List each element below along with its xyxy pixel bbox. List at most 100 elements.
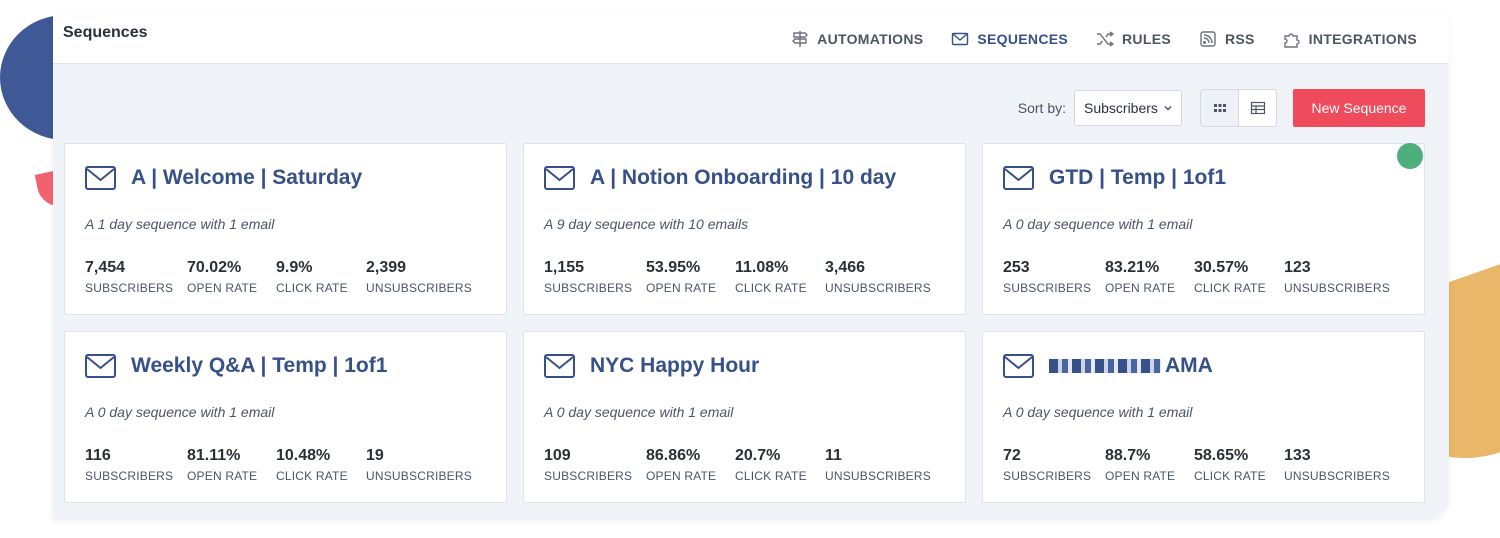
stat-open-rate: 83.21% OPEN RATE xyxy=(1105,259,1194,295)
stat-click-rate: 58.65% CLICK RATE xyxy=(1194,447,1284,483)
sequence-title[interactable]: A | Welcome | Saturday xyxy=(131,166,363,189)
stat-value: 1,155 xyxy=(544,259,585,276)
nav-integrations[interactable]: INTEGRATIONS xyxy=(1283,30,1417,48)
stat-click-rate: 20.7% CLICK RATE xyxy=(735,447,825,483)
nav-label: AUTOMATIONS xyxy=(817,30,924,47)
stat-label: UNSUBSCRIBERS xyxy=(825,469,931,483)
sequence-description: A 0 day sequence with 1 email xyxy=(544,404,734,420)
envelope-icon xyxy=(1003,166,1034,190)
stat-value: 3,466 xyxy=(825,259,866,276)
sequence-title[interactable]: GTD | Temp | 1of1 xyxy=(1049,166,1227,189)
stat-label: UNSUBSCRIBERS xyxy=(366,469,472,483)
stat-unsubscribers: 3,466 UNSUBSCRIBERS xyxy=(825,259,935,295)
sequences-app: Sequences AUTOMATIONS SEQUENCES RULES xyxy=(53,14,1449,520)
puzzle-icon xyxy=(1283,32,1300,48)
stat-label: CLICK RATE xyxy=(735,469,807,483)
grid-icon xyxy=(1213,104,1226,112)
page-title: Sequences xyxy=(63,24,148,41)
envelope-icon xyxy=(85,354,116,378)
envelope-icon xyxy=(952,32,969,45)
sequence-title[interactable]: Weekly Q&A | Temp | 1of1 xyxy=(131,354,388,377)
stat-label: CLICK RATE xyxy=(276,281,348,295)
stat-subscribers: 116 SUBSCRIBERS xyxy=(85,447,187,483)
stat-click-rate: 30.57% CLICK RATE xyxy=(1194,259,1284,295)
sort-dropdown[interactable]: Subscribers xyxy=(1074,90,1182,126)
nav-sequences[interactable]: SEQUENCES xyxy=(951,30,1068,48)
stat-label: UNSUBSCRIBERS xyxy=(1284,281,1390,295)
stat-label: UNSUBSCRIBERS xyxy=(825,281,931,295)
card-header: AMA xyxy=(1003,354,1213,378)
card-header: NYC Happy Hour xyxy=(544,354,759,378)
sequence-description: A 0 day sequence with 1 email xyxy=(85,404,275,420)
sort-label: Sort by: xyxy=(1017,100,1066,116)
stat-unsubscribers: 2,399 UNSUBSCRIBERS xyxy=(366,259,476,295)
sequence-description: A 9 day sequence with 10 emails xyxy=(544,216,749,232)
card-header: A | Welcome | Saturday xyxy=(85,166,362,190)
stat-label: SUBSCRIBERS xyxy=(1003,469,1092,483)
sequence-title[interactable]: NYC Happy Hour xyxy=(590,354,760,377)
stat-label: SUBSCRIBERS xyxy=(85,469,174,483)
nav-label: RULES xyxy=(1122,30,1171,47)
stat-open-rate: 86.86% OPEN RATE xyxy=(646,447,735,483)
stat-value: 20.7% xyxy=(735,447,781,464)
nav-rss[interactable]: RSS xyxy=(1199,30,1255,48)
stat-label: OPEN RATE xyxy=(187,469,258,483)
nav-automations[interactable]: AUTOMATIONS xyxy=(791,30,923,48)
stat-value: 11 xyxy=(825,447,842,464)
stat-open-rate: 81.11% OPEN RATE xyxy=(187,447,276,483)
nav-label: INTEGRATIONS xyxy=(1308,30,1417,47)
stat-value: 19 xyxy=(366,447,384,464)
stat-label: OPEN RATE xyxy=(187,281,258,295)
stat-value: 7,454 xyxy=(85,259,126,276)
stat-value: 2,399 xyxy=(366,259,407,276)
decorative-green-dot xyxy=(1397,143,1423,169)
stat-label: OPEN RATE xyxy=(646,281,717,295)
sequence-card[interactable]: GTD | Temp | 1of1 A 0 day sequence with … xyxy=(982,143,1425,315)
sequence-stats: 1,155 SUBSCRIBERS 53.95% OPEN RATE 11.08% C… xyxy=(544,259,935,295)
chevron-down-icon xyxy=(1164,106,1172,111)
table-view-button[interactable] xyxy=(1238,90,1276,126)
stat-unsubscribers: 19 UNSUBSCRIBERS xyxy=(366,447,476,483)
grid-view-button[interactable] xyxy=(1201,90,1238,126)
sequence-card[interactable]: A | Notion Onboarding | 10 day A 9 day s… xyxy=(523,143,966,315)
stat-click-rate: 10.48% CLICK RATE xyxy=(276,447,366,483)
sequence-title[interactable]: A | Notion Onboarding | 10 day xyxy=(590,166,897,189)
stat-value: 30.57% xyxy=(1194,259,1249,276)
stat-open-rate: 53.95% OPEN RATE xyxy=(646,259,735,295)
sequence-stats: 72 SUBSCRIBERS 88.7% OPEN RATE 58.65% CLICK… xyxy=(1003,447,1394,483)
sequence-description: A 0 day sequence with 1 email xyxy=(1003,404,1193,420)
stat-unsubscribers: 11 UNSUBSCRIBERS xyxy=(825,447,935,483)
new-sequence-button[interactable]: New Sequence xyxy=(1293,89,1425,127)
stat-subscribers: 72 SUBSCRIBERS xyxy=(1003,447,1105,483)
sequence-description: A 1 day sequence with 1 email xyxy=(85,216,275,232)
sequence-card[interactable]: AMA A 0 day sequence with 1 email 72 SUBS… xyxy=(982,331,1425,503)
sequence-card[interactable]: NYC Happy Hour A 0 day sequence with 1 e… xyxy=(523,331,966,503)
sequence-title[interactable]: AMA xyxy=(1165,354,1213,377)
stat-subscribers: 253 SUBSCRIBERS xyxy=(1003,259,1105,295)
stat-unsubscribers: 123 UNSUBSCRIBERS xyxy=(1284,259,1394,295)
envelope-icon xyxy=(85,166,116,190)
sequence-grid: A | Welcome | Saturday A 1 day sequence … xyxy=(64,143,1426,503)
stat-unsubscribers: 133 UNSUBSCRIBERS xyxy=(1284,447,1394,483)
list-toolbar: Sort by: Subscribers New Sequence xyxy=(1018,89,1425,127)
stat-value: 72 xyxy=(1003,447,1021,464)
stat-label: CLICK RATE xyxy=(1194,469,1266,483)
stat-value: 58.65% xyxy=(1194,447,1249,464)
sequence-card[interactable]: Weekly Q&A | Temp | 1of1 A 0 day sequenc… xyxy=(64,331,507,503)
signpost-icon xyxy=(792,30,809,47)
rss-icon xyxy=(1200,30,1216,47)
stat-value: 81.11% xyxy=(187,447,241,464)
sequence-stats: 253 SUBSCRIBERS 83.21% OPEN RATE 30.57% CLI… xyxy=(1003,259,1394,295)
stat-label: SUBSCRIBERS xyxy=(544,469,633,483)
stat-value: 10.48% xyxy=(276,447,331,464)
stat-value: 116 xyxy=(85,447,111,464)
sequence-card[interactable]: A | Welcome | Saturday A 1 day sequence … xyxy=(64,143,507,315)
stat-subscribers: 1,155 SUBSCRIBERS xyxy=(544,259,646,295)
sort-value: Subscribers xyxy=(1084,100,1158,116)
card-header: Weekly Q&A | Temp | 1of1 xyxy=(85,354,387,378)
nav-label: RSS xyxy=(1224,30,1255,47)
sequence-stats: 116 SUBSCRIBERS 81.11% OPEN RATE 10.48% CLI… xyxy=(85,447,476,483)
nav-rules[interactable]: RULES xyxy=(1096,30,1171,48)
stat-label: UNSUBSCRIBERS xyxy=(1284,469,1390,483)
shuffle-icon xyxy=(1097,30,1115,47)
